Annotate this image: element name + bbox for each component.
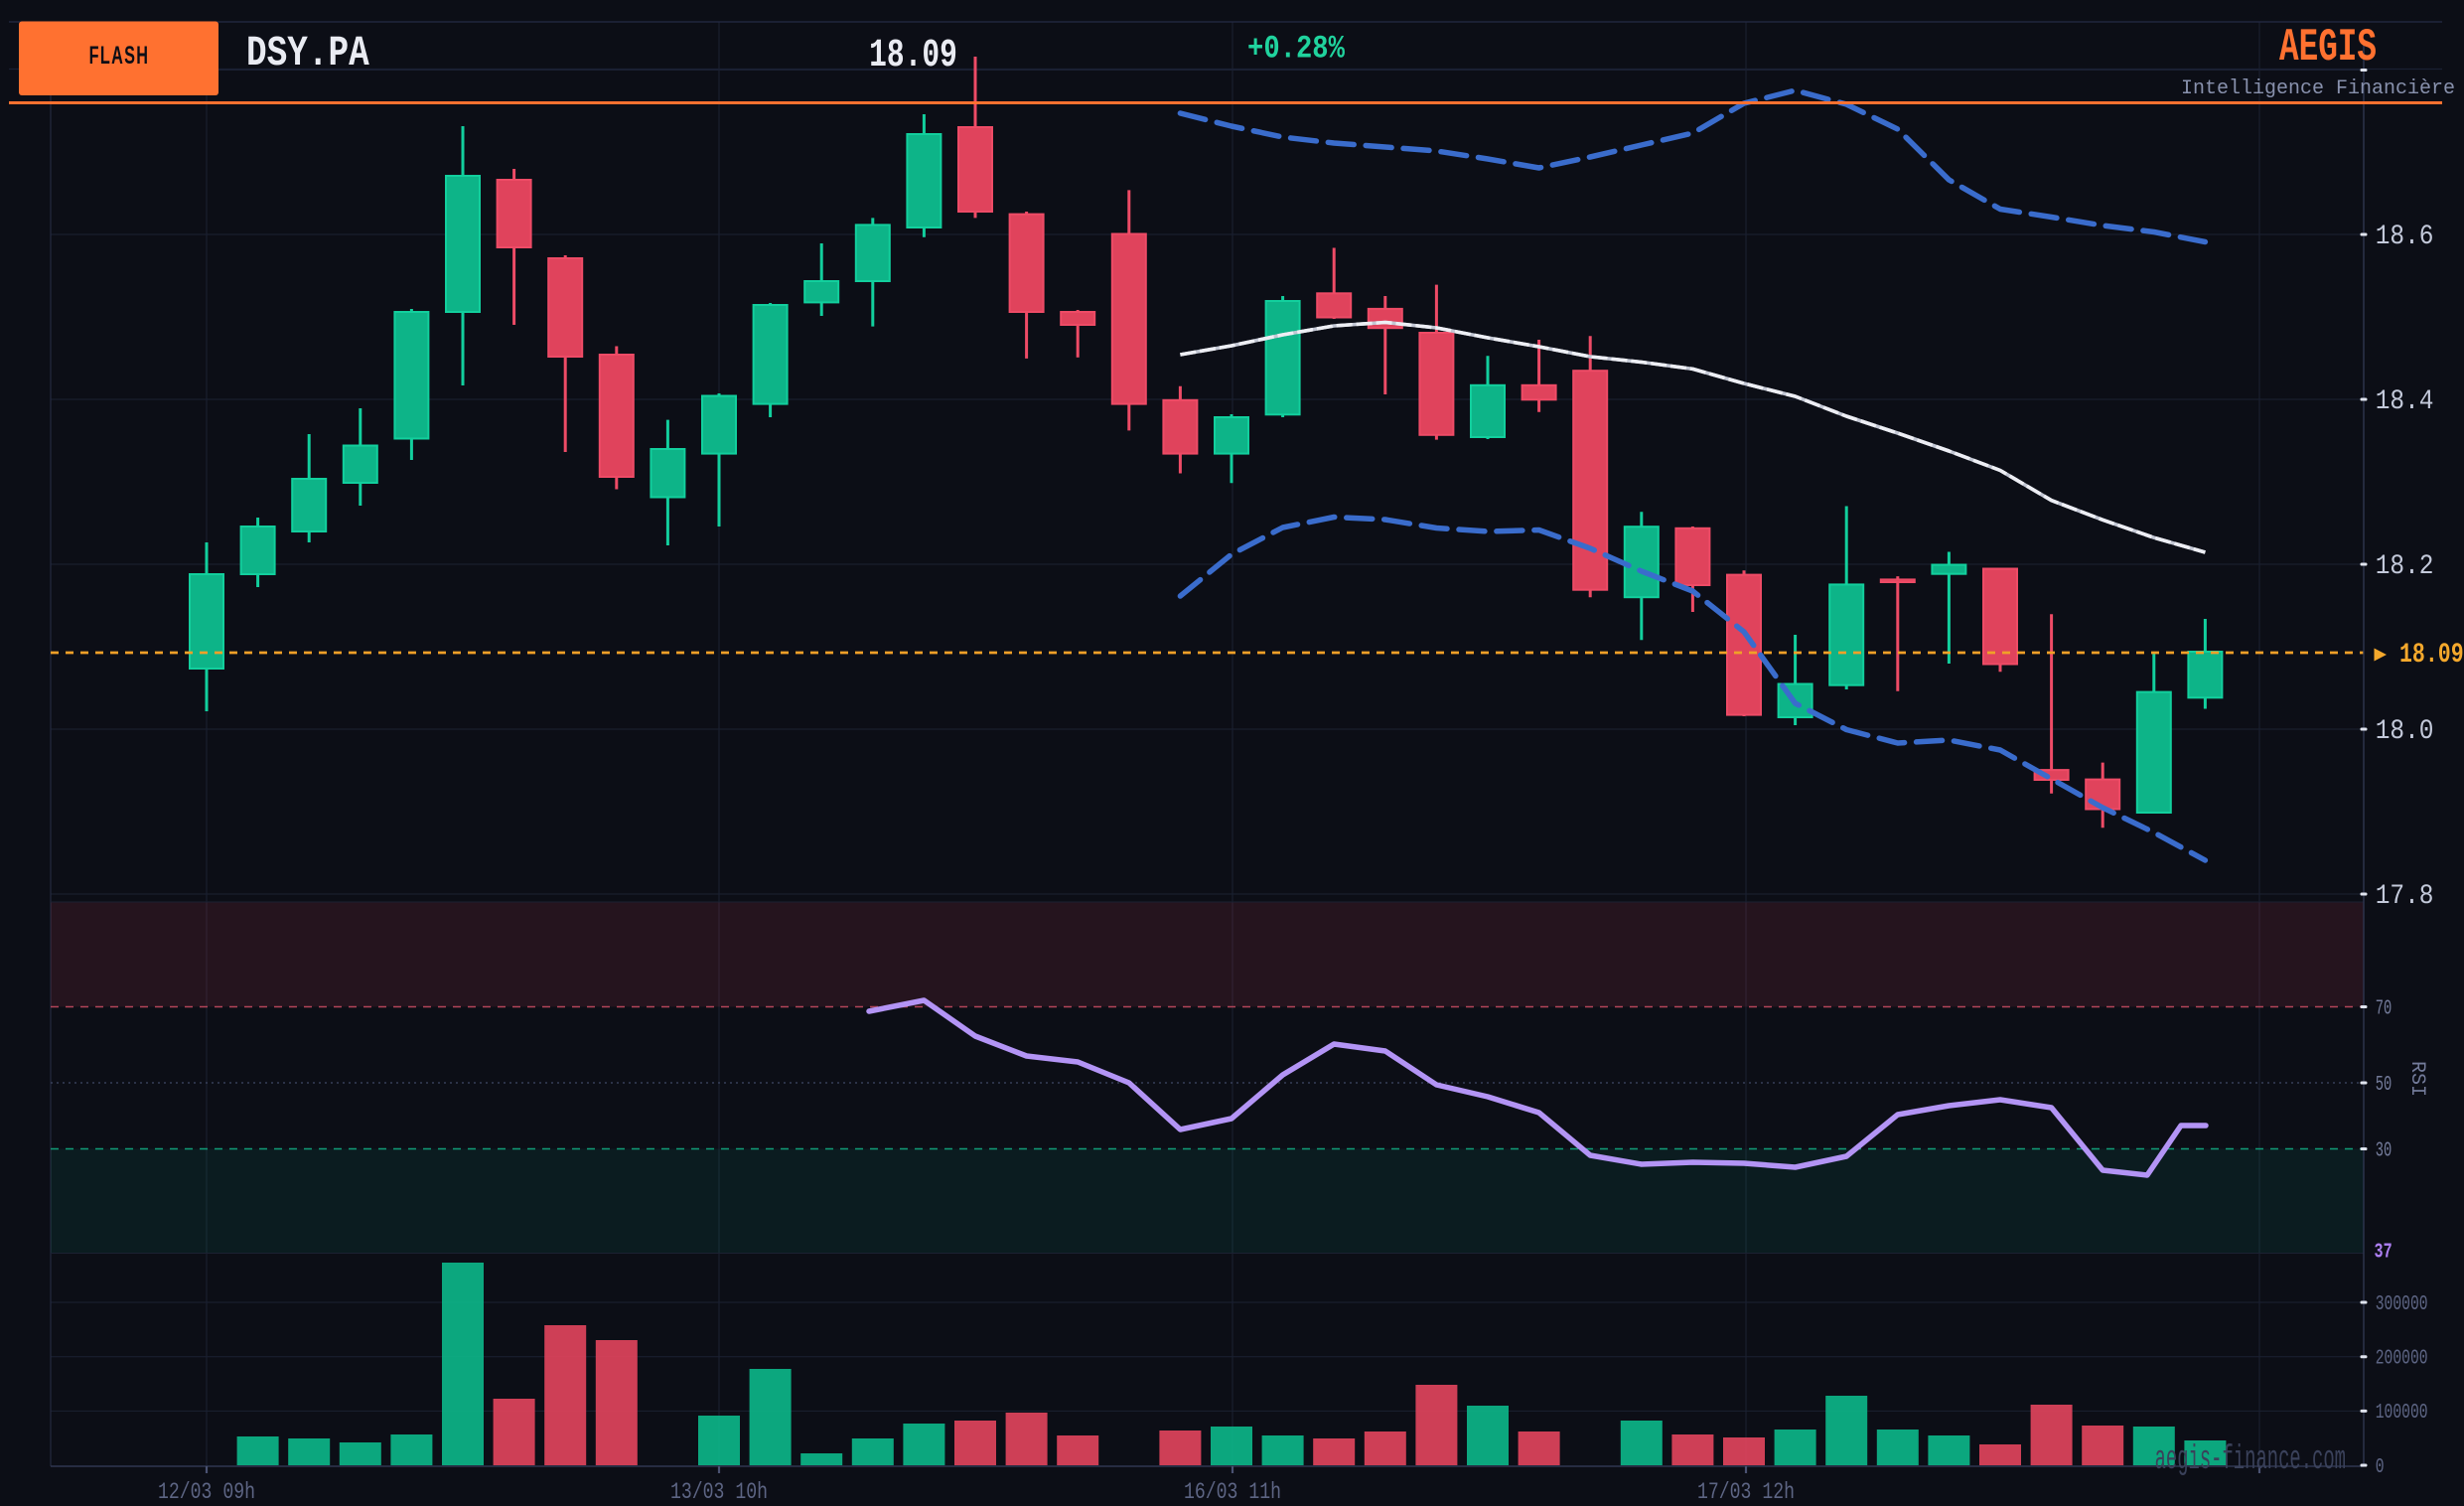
svg-text:18.09: 18.09 bbox=[2399, 638, 2464, 670]
svg-text:Intelligence Financière: Intelligence Financière bbox=[2181, 77, 2455, 100]
svg-text:aegis-finance.com: aegis-finance.com bbox=[2155, 1441, 2346, 1479]
svg-text:30: 30 bbox=[2376, 1139, 2392, 1163]
svg-text:18.09: 18.09 bbox=[869, 33, 957, 77]
svg-text:FLASH: FLASH bbox=[89, 43, 150, 70]
svg-text:70: 70 bbox=[2376, 997, 2392, 1021]
svg-text:RSI: RSI bbox=[2405, 1061, 2428, 1097]
svg-text:50: 50 bbox=[2376, 1073, 2392, 1097]
svg-text:200000: 200000 bbox=[2376, 1347, 2428, 1370]
svg-text:13/03 10h: 13/03 10h bbox=[670, 1480, 768, 1506]
svg-text:12/03 09h: 12/03 09h bbox=[158, 1480, 255, 1506]
svg-text:100000: 100000 bbox=[2376, 1402, 2428, 1425]
svg-text:18.2: 18.2 bbox=[2376, 550, 2434, 582]
svg-text:AEGIS: AEGIS bbox=[2279, 22, 2377, 74]
svg-text:18.0: 18.0 bbox=[2376, 715, 2434, 747]
svg-text:17.8: 17.8 bbox=[2376, 880, 2434, 912]
svg-text:16/03 11h: 16/03 11h bbox=[1184, 1480, 1281, 1506]
svg-text:+0.28%: +0.28% bbox=[1247, 31, 1345, 68]
svg-text:37: 37 bbox=[2375, 1241, 2392, 1264]
svg-text:300000: 300000 bbox=[2376, 1293, 2428, 1316]
svg-text:18.6: 18.6 bbox=[2376, 221, 2434, 252]
svg-text:DSY.PA: DSY.PA bbox=[246, 30, 369, 78]
svg-text:0: 0 bbox=[2376, 1456, 2385, 1479]
svg-text:18.4: 18.4 bbox=[2376, 385, 2434, 417]
svg-text:17/03 12h: 17/03 12h bbox=[1697, 1480, 1795, 1506]
